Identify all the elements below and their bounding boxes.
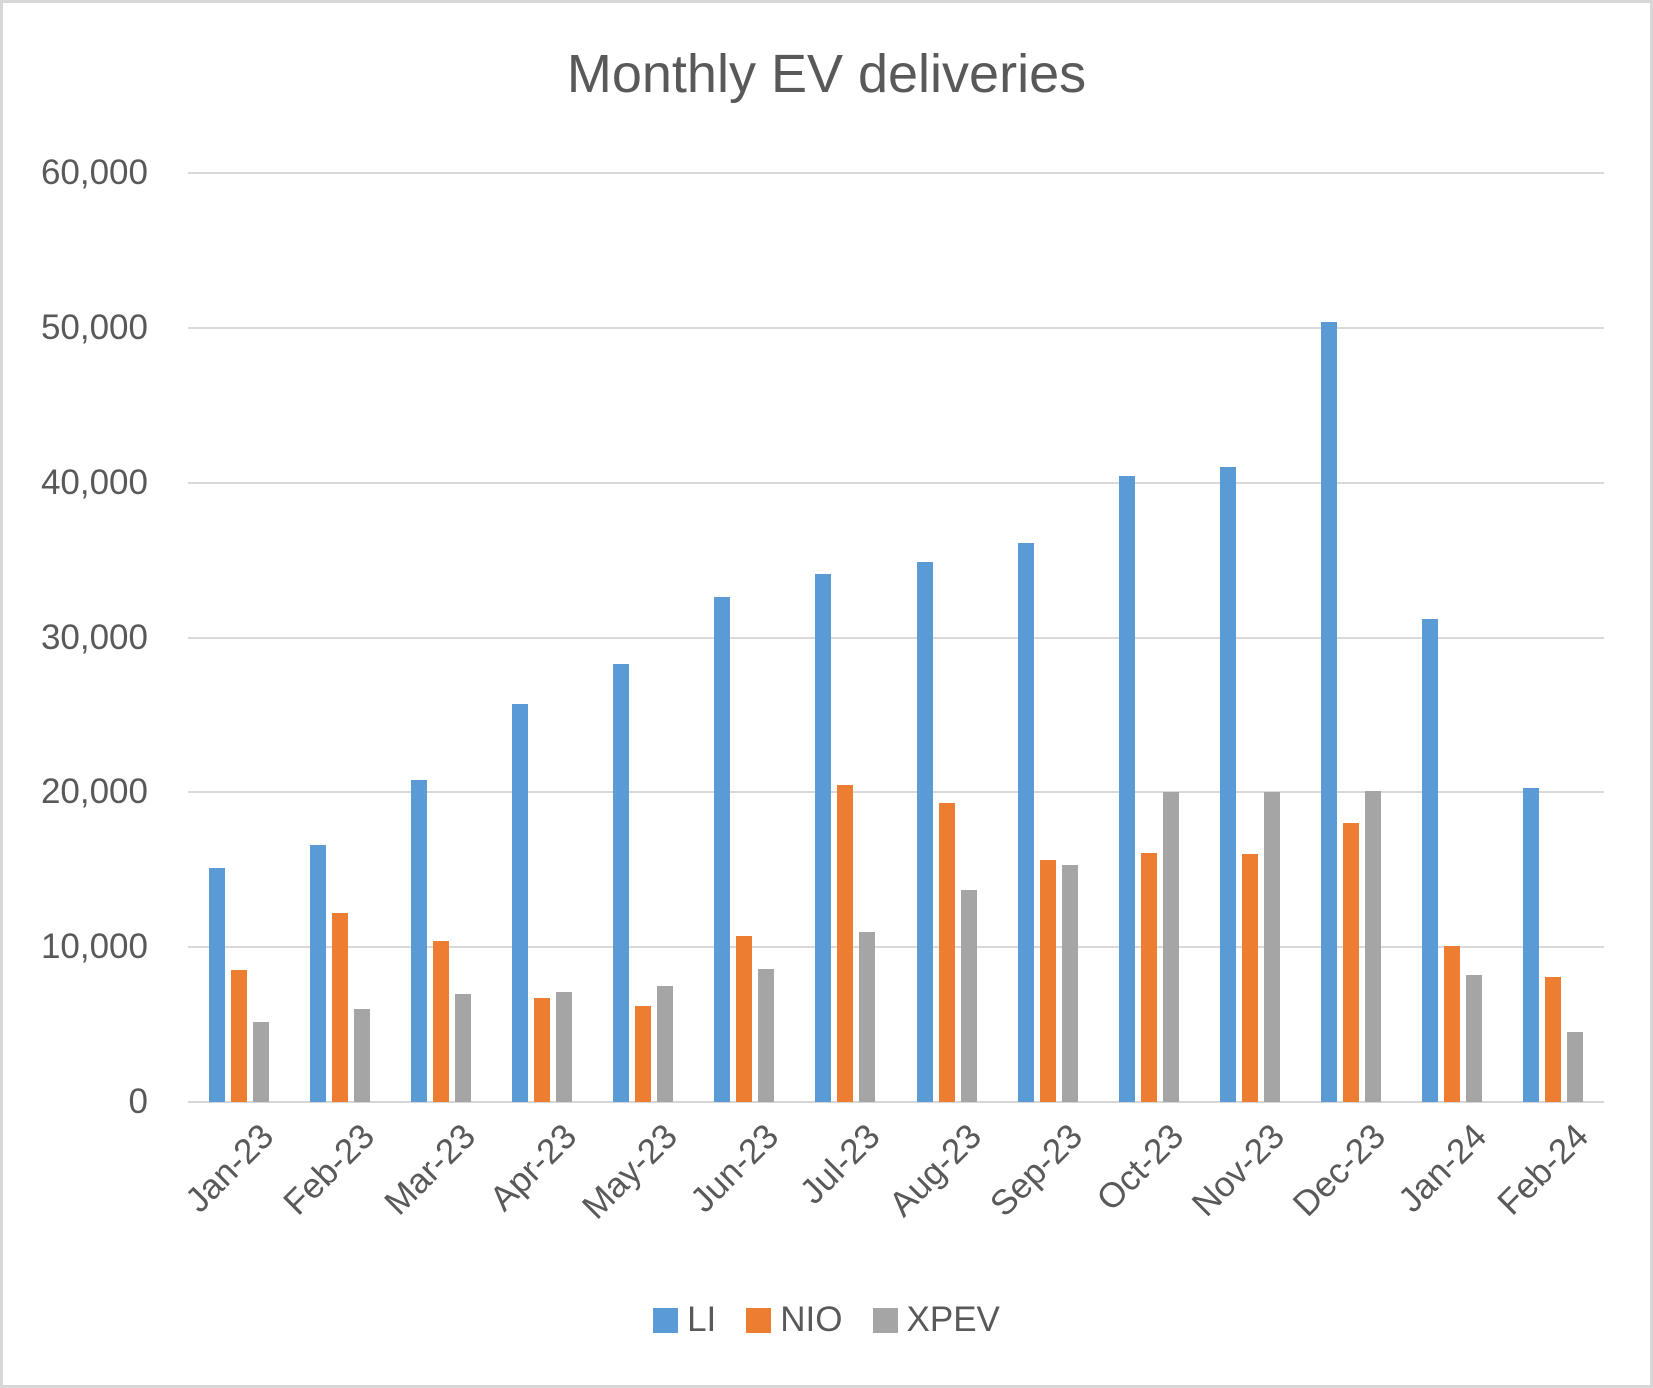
bar-group: Feb-23 <box>276 173 390 1223</box>
bar-group: Nov-23 <box>1185 173 1300 1224</box>
bar-group: Sep-23 <box>982 173 1098 1224</box>
x-axis-tick-label: Jul-23 <box>792 1116 888 1212</box>
bar-xpev <box>859 931 876 1102</box>
gridline <box>188 946 1604 949</box>
bar-li <box>1321 321 1338 1102</box>
gridline <box>188 791 1604 794</box>
legend-swatch-li <box>653 1307 679 1333</box>
bar-groups: Jan-23 Feb-23 Mar-23 Apr-23 May-23 Jun-23 Jul-… <box>177 173 1604 1227</box>
bar-group: Jul-23 <box>793 173 896 1212</box>
bar-nio <box>1039 860 1056 1102</box>
legend-swatch-xpev <box>872 1307 898 1333</box>
chart-title: Monthly EV deliveries <box>566 44 1087 104</box>
bar-li <box>815 574 832 1102</box>
x-axis-line <box>188 1101 1604 1103</box>
bar-nio <box>1444 945 1461 1102</box>
bar-li <box>1017 543 1034 1102</box>
bar-li <box>1523 787 1540 1102</box>
bar-group: Jan-24 <box>1391 173 1503 1220</box>
bar-xpev <box>1162 792 1179 1102</box>
gridline <box>188 481 1604 484</box>
bar-group: Feb-24 <box>1490 173 1604 1223</box>
bar-nio <box>1241 854 1258 1102</box>
bar-xpev <box>454 993 471 1102</box>
bar-li <box>613 663 630 1102</box>
bar-nio <box>533 998 550 1102</box>
bar-nio <box>938 803 955 1102</box>
bar-nio <box>736 936 753 1102</box>
bar-xpev <box>1466 975 1483 1102</box>
legend-label-li: LI <box>687 1300 717 1339</box>
bar-nio <box>331 913 348 1102</box>
y-axis-labels: 0 10,000 20,000 30,000 40,000 50,000 60,000 <box>3 155 148 1120</box>
y-axis-tick-label: 20,000 <box>40 772 148 812</box>
legend-swatch-nio <box>746 1307 772 1333</box>
y-axis-tick-label: 50,000 <box>40 307 148 347</box>
x-axis-tick-label: Sep-23 <box>982 1116 1090 1224</box>
bar-nio <box>432 940 449 1102</box>
y-axis-tick-label: 40,000 <box>40 462 148 502</box>
bar-group: Oct-23 <box>1089 173 1199 1218</box>
x-axis-tick-label: Jan-23 <box>177 1116 281 1220</box>
y-axis-tick-label: 10,000 <box>40 927 148 967</box>
bar-nio <box>635 1006 652 1102</box>
x-axis-tick-label: Dec-23 <box>1285 1116 1394 1224</box>
y-axis-tick-label: 0 <box>128 1082 148 1121</box>
bar-xpev <box>1365 790 1382 1102</box>
x-axis-tick-label: Apr-23 <box>482 1116 585 1219</box>
bar-nio <box>230 970 247 1102</box>
bar-xpev <box>657 985 674 1102</box>
bar-nio <box>1343 823 1360 1102</box>
bar-li <box>410 779 427 1102</box>
x-axis-tick-label: Nov-23 <box>1184 1116 1293 1224</box>
x-axis-tick-label: Feb-23 <box>275 1116 382 1223</box>
x-axis-tick-label: Feb-24 <box>1489 1116 1596 1223</box>
bar-li <box>511 704 528 1102</box>
bar-nio <box>1545 976 1562 1102</box>
bar-li <box>1219 467 1236 1102</box>
y-axis-tick-label: 30,000 <box>40 617 148 657</box>
bar-li <box>1422 618 1439 1102</box>
gridline <box>188 636 1604 639</box>
bar-xpev <box>1567 1032 1584 1102</box>
bar-xpev <box>1263 792 1280 1102</box>
bar-group: Jun-23 <box>683 173 795 1220</box>
bar-nio <box>1140 852 1157 1102</box>
bar-li <box>309 844 326 1102</box>
gridline <box>188 172 1604 174</box>
bar-xpev <box>1061 865 1078 1102</box>
bar-group: Jan-23 <box>177 173 289 1220</box>
bar-xpev <box>353 1009 370 1102</box>
bar-nio <box>837 784 854 1102</box>
legend-label-nio: NIO <box>780 1300 843 1339</box>
x-axis-tick-label: Aug-23 <box>881 1116 989 1224</box>
gridline <box>188 326 1604 329</box>
bar-group: Mar-23 <box>377 173 491 1223</box>
legend-item-nio: NIO <box>746 1300 843 1340</box>
y-axis-tick-label: 60,000 <box>40 153 148 192</box>
bar-li <box>1118 476 1135 1102</box>
x-axis-tick-label: Oct-23 <box>1089 1116 1192 1219</box>
bar-xpev <box>960 889 977 1102</box>
bar-xpev <box>555 992 572 1102</box>
bar-group: Aug-23 <box>881 173 997 1224</box>
x-axis-tick-label: Jun-23 <box>683 1116 787 1220</box>
legend-item-xpev: XPEV <box>872 1300 1000 1340</box>
bar-group: Apr-23 <box>482 173 592 1218</box>
bar-xpev <box>252 1021 269 1102</box>
bar-li <box>208 868 225 1102</box>
legend-item-li: LI <box>653 1300 716 1340</box>
bar-group: Dec-23 <box>1286 173 1402 1224</box>
bar-xpev <box>758 968 775 1102</box>
legend-label-xpev: XPEV <box>906 1300 1000 1339</box>
legend: LI NIO XPEV <box>3 1300 1650 1340</box>
x-axis-tick-label: May-23 <box>575 1116 686 1227</box>
x-axis-tick-label: Jan-24 <box>1391 1116 1495 1220</box>
plot-area: Jan-23 Feb-23 Mar-23 Apr-23 May-23 Jun-23 Jul-… <box>177 172 1604 1227</box>
x-axis-tick-label: Mar-23 <box>377 1116 484 1223</box>
bar-li <box>916 561 933 1102</box>
bar-group: May-23 <box>575 173 694 1227</box>
bar-li <box>714 597 731 1102</box>
